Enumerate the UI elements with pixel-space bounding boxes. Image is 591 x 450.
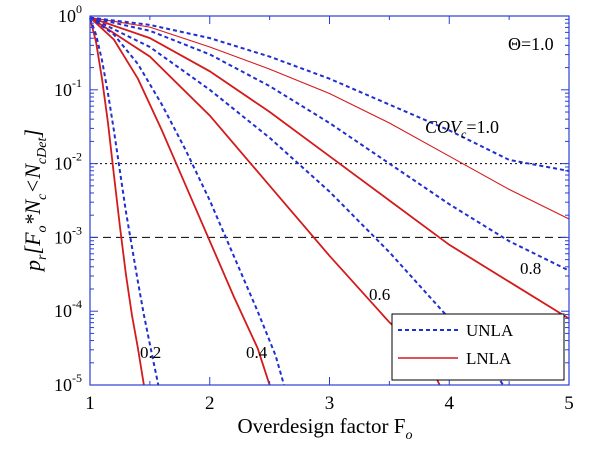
annotation-cov-0.8: 0.8	[520, 259, 541, 278]
annotation-cov: COVc=1.0	[425, 117, 499, 141]
series-lnla-cov-0.4	[89, 16, 271, 386]
legend: UNLA LNLA	[391, 313, 565, 381]
y-tick-label--2: 10-2	[54, 150, 82, 174]
x-axis-label: Overdesign factor Fo	[238, 414, 413, 443]
y-tick-label--3: 10-3	[54, 223, 82, 247]
x-tick-label-2: 2	[205, 393, 215, 414]
x-tick-label-3: 3	[325, 393, 335, 414]
series-unla-cov-0.2	[89, 17, 160, 386]
y-tick-label--4: 10-4	[54, 297, 82, 321]
legend-label-unla: UNLA	[466, 321, 514, 340]
series-unla-cov-0.4	[89, 16, 285, 386]
annotation-cov-0.2: 0.2	[140, 343, 161, 362]
annotation-cov-0.4: 0.4	[246, 343, 268, 362]
x-tick-label-5: 5	[564, 393, 574, 414]
series-unla-cov-1	[89, 16, 570, 172]
y-tick-label--1: 10-1	[54, 76, 82, 100]
x-tick-label-4: 4	[445, 393, 455, 414]
series-lnla-cov-0.2	[89, 17, 145, 386]
annotation-cov-0.6: 0.6	[369, 285, 390, 304]
annotation-theta: Θ=1.0	[508, 34, 554, 54]
legend-label-lnla: LNLA	[466, 349, 512, 368]
y-tick-label--5: 10-5	[54, 371, 82, 395]
series-unla-cov-0.8	[89, 16, 570, 272]
series-layer	[89, 16, 570, 386]
y-tick-label-0: 100	[58, 2, 82, 26]
axis-ticks: 1 2 3 4 5 100 10-1 10-2 10-3 10-4 10-5	[54, 2, 574, 414]
reference-lines	[90, 163, 569, 238]
series-lnla-cov-0.8	[89, 16, 570, 320]
x-tick-label-1: 1	[85, 393, 95, 414]
y-axis-label: pr[Fo*Nc<NcDet]	[20, 129, 50, 273]
legend-box	[391, 313, 565, 381]
series-lnla-cov-1	[89, 16, 570, 220]
